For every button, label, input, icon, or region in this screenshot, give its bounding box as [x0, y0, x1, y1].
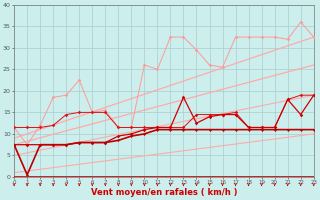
- X-axis label: Vent moyen/en rafales ( km/h ): Vent moyen/en rafales ( km/h ): [91, 188, 237, 197]
